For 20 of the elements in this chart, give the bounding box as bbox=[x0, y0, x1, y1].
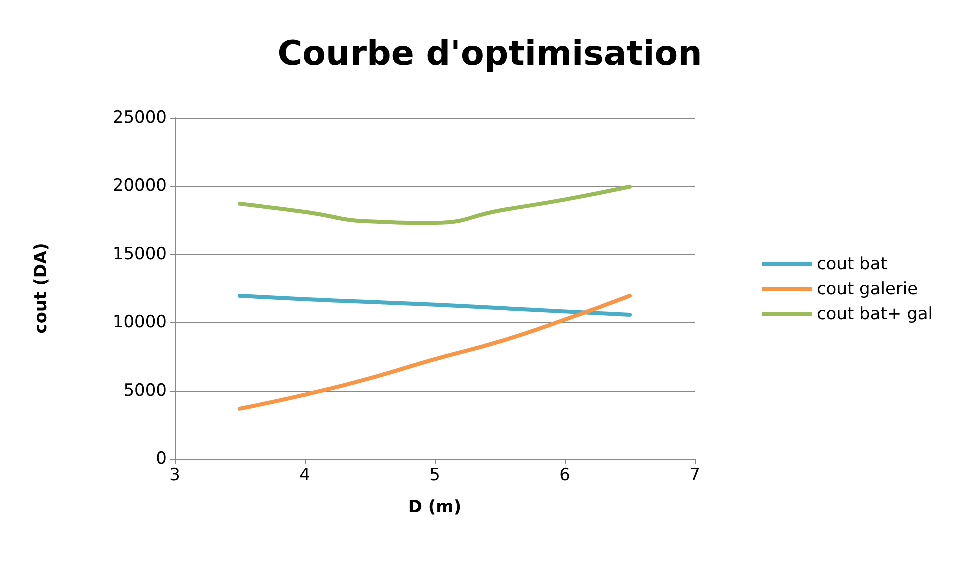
legend-label: cout galerie bbox=[816, 280, 918, 300]
x-axis-title: D (m) bbox=[408, 498, 462, 518]
y-tick-label: 0 bbox=[156, 449, 167, 469]
x-tick-label: 4 bbox=[300, 466, 310, 486]
line-series bbox=[238, 184, 632, 226]
y-tick-label: 5000 bbox=[124, 380, 167, 401]
legend-label: cout bat bbox=[816, 254, 888, 274]
x-tick-label: 6 bbox=[560, 466, 570, 486]
y-axis-title: cout (DA) bbox=[32, 243, 52, 334]
y-tick-label: 25000 bbox=[112, 108, 167, 128]
x-tick-label: 3 bbox=[170, 466, 180, 486]
x-tick-label: 5 bbox=[430, 466, 440, 486]
x-tick-label: 7 bbox=[690, 466, 700, 486]
legend-label: cout bat+ gal bbox=[816, 304, 933, 324]
y-tick-label: 10000 bbox=[112, 312, 167, 333]
chart-title: Courbe d'optimisation bbox=[278, 34, 702, 74]
line-series bbox=[238, 294, 632, 317]
y-tick-label: 15000 bbox=[112, 244, 167, 264]
line-series bbox=[238, 294, 632, 411]
y-tick-label: 20000 bbox=[112, 176, 167, 196]
